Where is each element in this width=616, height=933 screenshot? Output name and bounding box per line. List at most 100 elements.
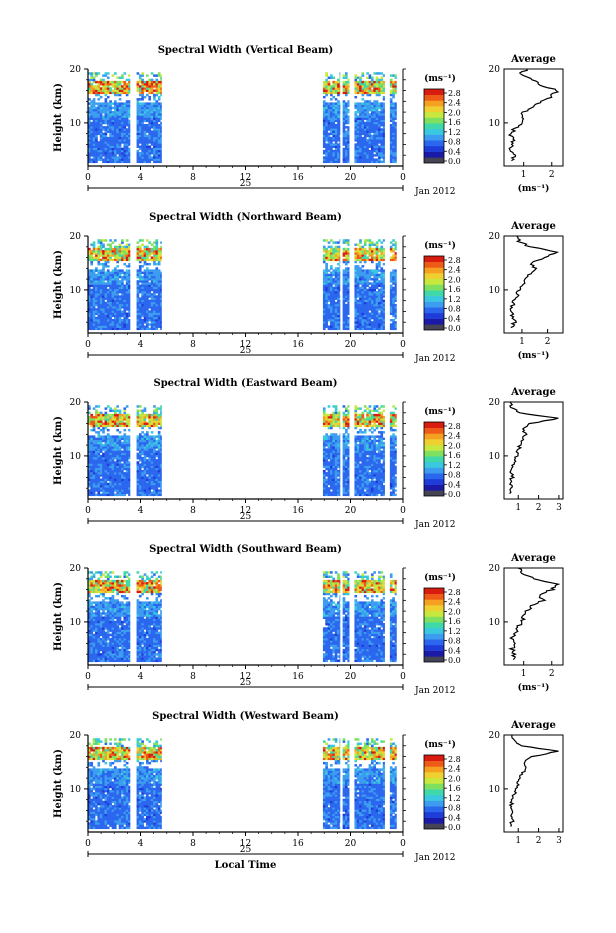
heatmap-cell — [128, 254, 130, 256]
heatmap-cell — [345, 85, 348, 87]
heatmap-cell — [119, 126, 122, 128]
heatmap-cell — [148, 148, 151, 150]
heatmap-cell — [114, 83, 117, 85]
heatmap-cell — [345, 137, 348, 139]
heatmap-cell — [339, 269, 340, 271]
heatmap-cell — [112, 118, 115, 120]
heatmap-cell — [376, 276, 379, 278]
heatmap-cell — [354, 317, 357, 319]
heatmap-cell — [364, 148, 367, 150]
heatmap-cell — [90, 143, 93, 145]
heatmap-cell — [325, 310, 328, 312]
heatmap-cell — [112, 122, 115, 124]
heatmap-cell — [364, 256, 367, 258]
heatmap-cell — [347, 300, 349, 302]
heatmap-cell — [362, 315, 365, 317]
colorbar-tick-label: 1.2 — [448, 295, 461, 304]
heatmap-cell — [95, 156, 98, 158]
heatmap-cell — [109, 141, 112, 143]
month-label: Jan 2012 — [414, 187, 456, 197]
heatmap-cell — [366, 152, 369, 154]
heatmap-cell — [112, 92, 115, 94]
heatmap-cell — [153, 252, 156, 254]
heatmap-cell — [151, 141, 154, 143]
heatmap-cell — [354, 300, 357, 302]
heatmap-cell — [128, 440, 130, 442]
heatmap-cell — [373, 276, 376, 278]
heatmap-cell — [137, 105, 140, 107]
heatmap-cell — [107, 87, 110, 89]
heatmap-cell — [144, 491, 147, 493]
heatmap-cell — [137, 282, 140, 284]
heatmap-cell — [116, 130, 119, 132]
heatmap-cell — [332, 113, 335, 115]
heatmap-cell — [392, 113, 395, 115]
heatmap-cell — [141, 491, 144, 493]
heatmap-cell — [347, 244, 349, 246]
heatmap-cell — [390, 246, 393, 248]
heatmap-cell — [153, 313, 156, 315]
heatmap-cell — [123, 328, 126, 330]
heatmap-cell — [323, 313, 326, 315]
heatmap-cell — [339, 274, 340, 276]
heatmap-cell — [339, 265, 340, 267]
heatmap-cell — [116, 89, 119, 91]
heatmap-cell — [137, 474, 140, 476]
heatmap-cell — [141, 287, 144, 289]
heatmap-cell — [354, 328, 357, 330]
heatmap-cell — [328, 109, 331, 111]
heatmap-cell — [362, 148, 365, 150]
heatmap-cell — [102, 304, 105, 306]
heatmap-cell — [97, 463, 100, 465]
heatmap-cell — [380, 77, 383, 79]
heatmap-cell — [100, 466, 103, 468]
heatmap-cell — [139, 291, 142, 293]
heatmap-cell — [395, 118, 397, 120]
heatmap-cell — [144, 291, 147, 293]
heatmap-cell — [347, 135, 349, 137]
heatmap-cell — [325, 291, 328, 293]
heatmap-cell — [90, 254, 93, 256]
heatmap-cell — [148, 300, 151, 302]
heatmap-cell — [107, 154, 110, 156]
heatmap-cell — [93, 481, 96, 483]
heatmap-cell — [325, 317, 328, 319]
heatmap-cell — [93, 306, 96, 308]
heatmap-cell — [93, 466, 96, 468]
heatmap-cell — [337, 126, 340, 128]
heatmap-cell — [107, 146, 110, 148]
heatmap-cell — [380, 280, 383, 282]
heatmap-cell — [144, 448, 147, 450]
heatmap-cell — [114, 135, 117, 137]
heatmap-cell — [158, 154, 161, 156]
heatmap-cell — [364, 158, 367, 160]
heatmap-cell — [325, 306, 328, 308]
heatmap-cell — [378, 128, 381, 130]
heatmap-cell — [116, 328, 119, 330]
heatmap-cell — [392, 315, 395, 317]
heatmap-cell — [369, 77, 372, 79]
heatmap-cell — [343, 137, 346, 139]
heatmap-cell — [90, 107, 93, 109]
heatmap-cell — [359, 287, 362, 289]
heatmap-cell — [100, 455, 103, 457]
heatmap-cell — [364, 313, 367, 315]
heatmap-cell — [347, 317, 349, 319]
heatmap-cell — [95, 74, 98, 76]
heatmap-cell — [343, 148, 346, 150]
heatmap-cell — [102, 466, 105, 468]
heatmap-cell — [366, 126, 369, 128]
heatmap-cell — [328, 254, 331, 256]
heatmap-cell — [151, 308, 154, 310]
heatmap-cell — [105, 321, 108, 323]
heatmap-cell — [107, 150, 110, 152]
heatmap-cell — [160, 158, 162, 160]
heatmap-cell — [107, 120, 110, 122]
heatmap-cell — [328, 158, 331, 160]
colorbar-segment — [424, 273, 444, 279]
heatmap-cell — [337, 115, 340, 117]
heatmap-cell — [102, 308, 105, 310]
heatmap-cell — [137, 137, 140, 139]
heatmap-cell — [146, 115, 149, 117]
heatmap-cell — [343, 89, 346, 91]
